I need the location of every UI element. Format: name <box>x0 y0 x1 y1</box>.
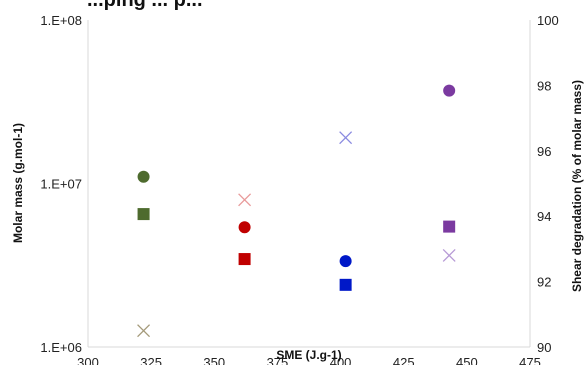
left-y-tick-label: 1.E+07 <box>40 177 82 192</box>
x-tick-label: 475 <box>519 355 541 365</box>
x-tick-labels: 300 325 350 375 400 425 450 475 <box>77 355 541 365</box>
x-tick-label: 450 <box>456 355 478 365</box>
molar-mass-square-point <box>443 220 456 233</box>
right-y-tick-label: 100 <box>537 13 559 28</box>
left-y-tick-label: 1.E+06 <box>40 340 82 355</box>
right-y-tick-label: 96 <box>537 144 551 159</box>
right-y-tick-label: 94 <box>537 209 551 224</box>
molar-mass-circle-point <box>339 255 352 268</box>
molar-mass-circle-point <box>443 84 456 97</box>
x-tick-label: 350 <box>203 355 225 365</box>
right-y-tick-label: 98 <box>537 78 551 93</box>
shear-degradation-cross-point <box>442 248 456 262</box>
left-y-tick-label: 1.E+08 <box>40 13 82 28</box>
right-y-tick-labels: 90 92 94 96 98 100 <box>537 13 559 355</box>
x-tick-label: 425 <box>393 355 415 365</box>
x-axis-title: SME (J.g-1) <box>276 348 341 362</box>
right-y-tick-label: 92 <box>537 275 551 290</box>
molar-mass-circle-point <box>238 221 251 234</box>
right-y-tick-label: 90 <box>537 340 551 355</box>
molar-mass-square-point <box>137 208 150 221</box>
data-points <box>137 84 456 338</box>
shear-degradation-cross-point <box>137 324 151 338</box>
x-tick-label: 325 <box>140 355 162 365</box>
molar-mass-circle-point <box>137 170 150 183</box>
x-tick-label: 400 <box>330 355 352 365</box>
right-y-axis-title: Shear degradation (% of molar mass) <box>570 80 584 292</box>
molar-mass-square-point <box>238 253 251 266</box>
x-tick-label: 375 <box>267 355 289 365</box>
left-y-axis-title: Molar mass (g.mol-1) <box>11 123 25 243</box>
molar-mass-square-point <box>339 278 352 291</box>
left-y-tick-labels: 1.E+06 1.E+07 1.E+08 <box>40 13 82 355</box>
shear-degradation-cross-point <box>238 193 252 207</box>
chart-title: ...ping ... p... <box>87 0 203 11</box>
x-tick-label: 300 <box>77 355 99 365</box>
shear-degradation-cross-point <box>339 131 353 145</box>
